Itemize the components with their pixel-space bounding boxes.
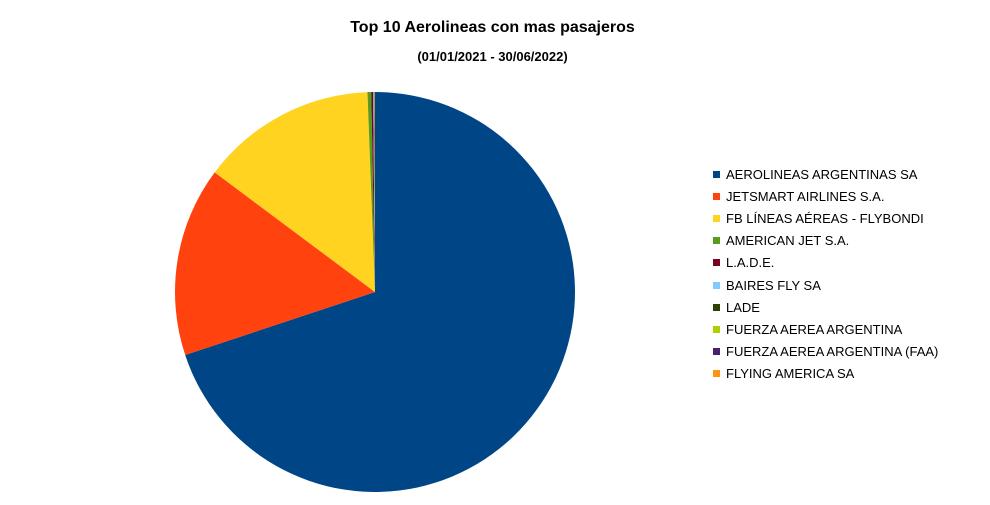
legend-swatch — [713, 170, 720, 178]
pie-slice-6 — [373, 92, 375, 292]
legend-label: L.A.D.E. — [726, 255, 775, 271]
legend-swatch — [713, 192, 720, 200]
pie-slice-3 — [214, 92, 375, 292]
pie-slice-2 — [175, 172, 375, 355]
legend-swatch — [713, 325, 720, 333]
legend-item: AMERICAN JET S.A. — [713, 230, 938, 252]
legend-item: AEROLINEAS ARGENTINAS SA — [713, 163, 938, 185]
legend-item: LADE — [713, 296, 938, 318]
legend-swatch — [713, 303, 720, 311]
legend-item: BAIRES FLY SA — [713, 274, 938, 296]
legend-swatch — [713, 259, 720, 267]
legend-item: FUERZA AEREA ARGENTINA (FAA) — [713, 341, 938, 363]
pie-slice-4 — [367, 92, 375, 292]
pie-slice-1 — [185, 92, 575, 492]
legend-item: L.A.D.E. — [713, 252, 938, 274]
legend-swatch — [713, 281, 720, 289]
legend-item: JETSMART AIRLINES S.A. — [713, 185, 938, 207]
legend-item: FB LÍNEAS AÉREAS - FLYBONDI — [713, 207, 938, 229]
legend-label: BAIRES FLY SA — [726, 277, 821, 293]
legend-label: AEROLINEAS ARGENTINAS SA — [726, 166, 918, 182]
legend-label: FUERZA AEREA ARGENTINA — [726, 321, 903, 337]
legend-swatch — [713, 237, 720, 245]
chart-subtitle: (01/01/2021 - 30/06/2022) — [417, 49, 568, 64]
legend-swatch — [713, 348, 720, 356]
pie-slice-8 — [374, 91, 375, 293]
legend-label: JETSMART AIRLINES S.A. — [726, 188, 885, 204]
legend-label: LADE — [726, 299, 760, 315]
legend-item: FLYING AMERICA SA — [713, 363, 938, 385]
legend-item: FUERZA AEREA ARGENTINA — [713, 318, 938, 340]
legend-label: AMERICAN JET S.A. — [726, 233, 850, 249]
legend-label: FUERZA AEREA ARGENTINA (FAA) — [726, 344, 939, 360]
legend-label: FLYING AMERICA SA — [726, 366, 855, 382]
legend: AEROLINEAS ARGENTINAS SA JETSMART AIRLINE… — [713, 163, 938, 385]
pie-slice-5 — [371, 92, 375, 292]
legend-label: FB LÍNEAS AÉREAS - FLYBONDI — [726, 210, 924, 226]
legend-swatch — [713, 370, 720, 378]
pie-slice-7 — [373, 91, 375, 292]
chart-title: Top 10 Aerolineas con mas pasajeros — [350, 19, 635, 36]
legend-swatch — [713, 214, 720, 222]
